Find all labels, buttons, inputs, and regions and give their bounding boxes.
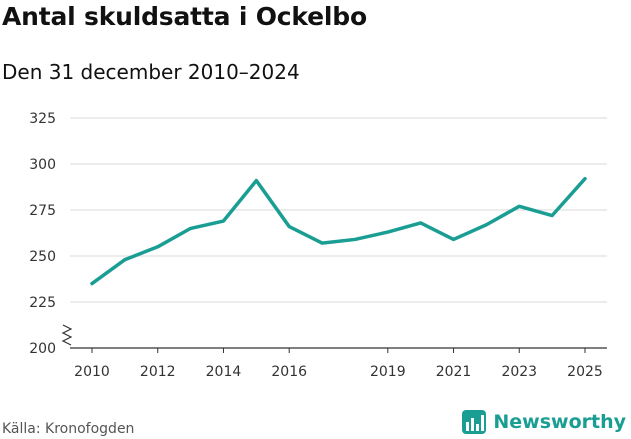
x-axis (61, 324, 607, 349)
y-tick-label: 300 (29, 157, 56, 173)
grid-lines (70, 117, 607, 303)
brand-logo: Newsworthy (461, 409, 626, 435)
x-tick-label: 2025 (567, 364, 603, 380)
x-tick-label: 2019 (370, 364, 406, 380)
x-tick-label: 2010 (74, 364, 110, 380)
chart-title: Antal skuldsatta i Ockelbo (2, 2, 367, 31)
x-axis-ticks: 2010 2012 2014 2016 2019 2021 2023 2025 (74, 348, 603, 380)
chart-subtitle: Den 31 december 2010–2024 (2, 60, 300, 84)
brand-name: Newsworthy (493, 411, 626, 433)
series-line (90, 176, 587, 286)
y-tick-label: 200 (29, 341, 56, 357)
y-axis-ticks: 200 225 250 275 300 325 (29, 111, 56, 357)
y-tick-label: 250 (29, 249, 56, 265)
y-tick-label: 325 (29, 111, 56, 127)
x-tick-label: 2023 (501, 364, 537, 380)
x-tick-label: 2021 (436, 364, 472, 380)
source-note: Källa: Kronofogden (2, 421, 135, 437)
bar-chart-logo-icon (462, 410, 487, 434)
axis-break-icon (61, 324, 73, 346)
x-tick-label: 2014 (206, 364, 242, 380)
x-tick-label: 2016 (271, 364, 307, 380)
x-tick-label: 2012 (140, 364, 176, 380)
y-tick-label: 225 (29, 295, 56, 311)
y-tick-label: 275 (29, 203, 56, 219)
series-layer (90, 176, 587, 286)
